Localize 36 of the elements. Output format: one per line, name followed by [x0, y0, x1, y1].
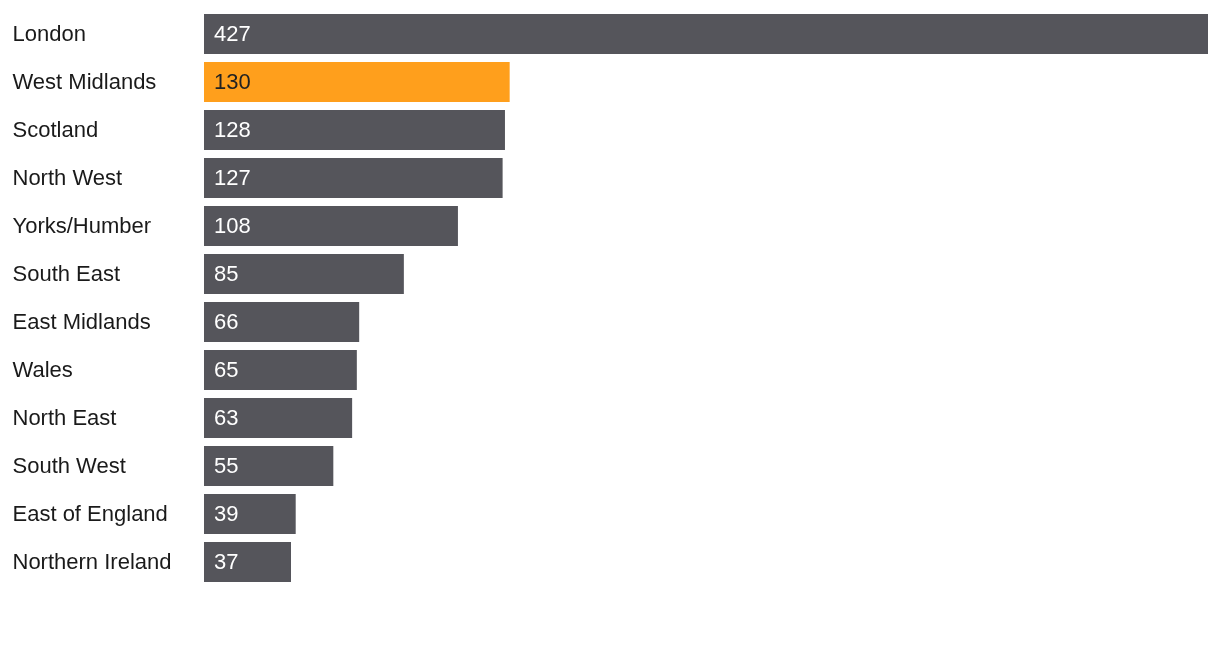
data-label: 37 [214, 549, 239, 575]
bar [204, 302, 360, 342]
bar [204, 157, 503, 198]
y-tick-label: East of England [12, 501, 168, 527]
data-label: 55 [214, 453, 239, 479]
bar [204, 109, 505, 150]
data-label: 39 [214, 501, 239, 527]
y-tick-label: West Midlands [12, 68, 157, 94]
data-label: 65 [214, 357, 239, 382]
data-label: 63 [214, 405, 239, 431]
y-tick-label: Scotland [12, 116, 99, 142]
data-label: 66 [214, 309, 239, 334]
data-label: 85 [214, 261, 239, 286]
data-label: 427 [214, 20, 251, 46]
bar [204, 254, 404, 294]
y-tick-label: Yorks/Humber [12, 213, 152, 238]
y-tick-label: South East [12, 261, 121, 286]
bar [204, 350, 357, 390]
y-tick-label: London [12, 20, 86, 46]
y-tick-label: North West [12, 164, 123, 190]
bar [204, 13, 1208, 54]
bar [204, 206, 458, 246]
y-tick-label: North East [12, 405, 117, 431]
data-label: 127 [214, 164, 251, 190]
y-tick-label: East Midlands [12, 309, 151, 334]
data-label: 108 [214, 213, 251, 238]
bar [204, 542, 291, 583]
data-label: 128 [214, 116, 251, 142]
bar [204, 446, 334, 487]
y-tick-label: South West [12, 453, 126, 479]
y-tick-label: Northern Ireland [12, 549, 172, 575]
bar [204, 494, 296, 535]
y-tick-label: Wales [12, 357, 73, 382]
data-label: 130 [214, 68, 251, 94]
bar [204, 398, 353, 439]
bar [204, 61, 510, 102]
